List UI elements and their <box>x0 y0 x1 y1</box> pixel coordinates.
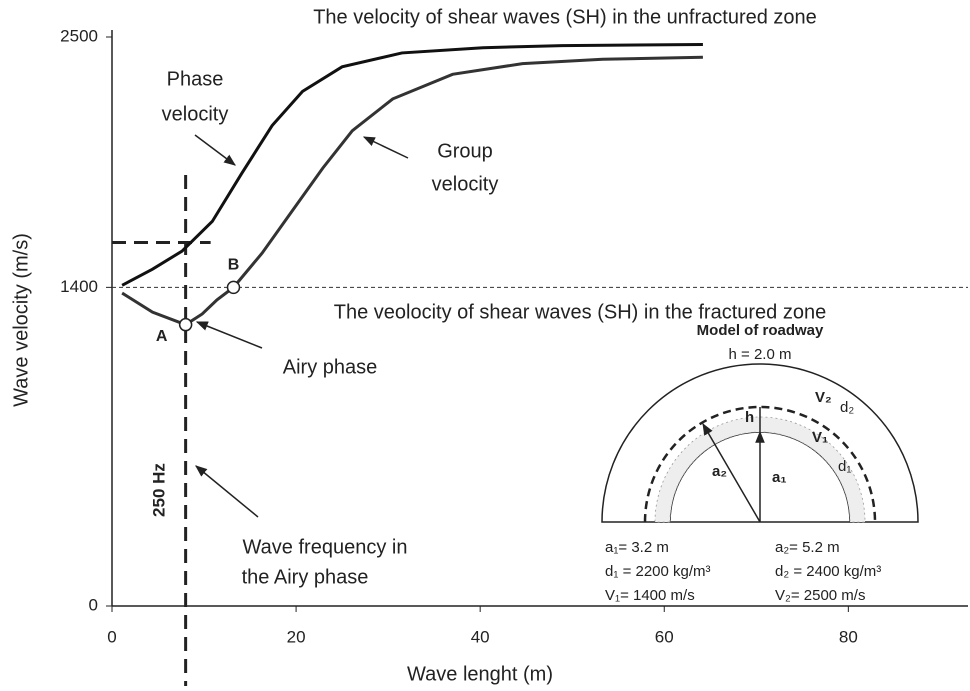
annotation: velocity <box>162 103 229 125</box>
inset-label: V₂ <box>815 389 832 406</box>
arrow <box>364 137 408 158</box>
annotation: the Airy phase <box>242 566 369 588</box>
inset-param: d₁ = 2200 kg/m³ <box>605 563 711 580</box>
inset-diagram: Model of roadway h = 2.0 m V₂ d₂ V₁ d₁ h… <box>602 322 918 604</box>
x-tick-label: 20 <box>287 627 306 646</box>
x-tick-label: 60 <box>655 627 674 646</box>
annotation: Phase <box>167 68 224 90</box>
annotation: Wave frequency in <box>243 536 408 558</box>
x-label: Wave lenght (m) <box>407 663 553 685</box>
inset-param: V₂= 2500 m/s <box>775 587 865 604</box>
point-label: B <box>228 257 240 274</box>
x-tick-label: 0 <box>107 627 116 646</box>
point-label: A <box>156 328 168 345</box>
y-tick-label: 2500 <box>60 26 98 45</box>
airy-line-label: 250 Hz <box>149 463 168 517</box>
chart-title: The velocity of shear waves (SH) in the … <box>313 6 817 28</box>
inset-param: d₂ = 2400 kg/m³ <box>775 563 881 580</box>
y-tick-label: 1400 <box>60 277 98 296</box>
x-tick-label: 80 <box>839 627 858 646</box>
series-line <box>122 57 703 324</box>
point <box>180 319 192 331</box>
annotation: Group <box>437 140 493 162</box>
inset-label: h <box>745 409 754 426</box>
inset-label: d₁ <box>838 458 851 475</box>
arrow <box>196 466 258 517</box>
inset-param: a₂= 5.2 m <box>775 539 840 556</box>
inset-label: a₂ <box>712 463 727 480</box>
inset-label: d₂ <box>840 399 854 416</box>
annotation: velocity <box>432 173 499 195</box>
arrows <box>195 135 408 517</box>
annotation: Airy phase <box>283 356 378 378</box>
inset-label: V₁ <box>812 429 828 446</box>
arrow <box>195 135 235 165</box>
inset-label: a₁ <box>772 469 787 486</box>
inset-param: V₁= 1400 m/s <box>605 587 695 604</box>
y-label: Wave velocity (m/s) <box>10 233 32 407</box>
arrow <box>197 322 262 348</box>
x-tick-label: 40 <box>471 627 490 646</box>
point <box>227 281 239 293</box>
y-tick-label: 0 <box>89 595 98 614</box>
reference-label: The veolocity of shear waves (SH) in the… <box>334 302 826 324</box>
inset-title: Model of roadway <box>697 322 824 339</box>
chart: The velocity of shear waves (SH) in the … <box>0 0 970 691</box>
inset-param: a₁= 3.2 m <box>605 539 669 556</box>
inset-label: h = 2.0 m <box>729 346 792 363</box>
